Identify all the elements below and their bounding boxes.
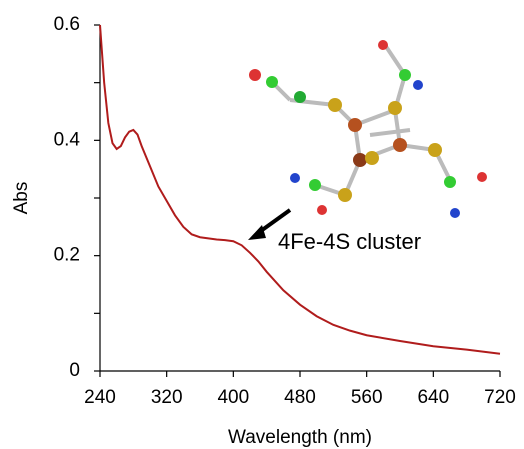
x-tick-label: 720: [484, 387, 516, 408]
x-tick-label: 560: [351, 387, 383, 408]
x-axis-label: Wavelength (nm): [228, 427, 372, 448]
x-tick-label: 480: [284, 387, 316, 408]
y-tick-label: 0: [69, 360, 80, 381]
y-axis-label: Abs: [11, 182, 32, 215]
x-tick-label: 240: [84, 387, 116, 408]
x-tick-label: 400: [217, 387, 249, 408]
x-tick-label: 640: [417, 387, 449, 408]
page: 4Fe-4S cluster Wavelength (nm) Abs 0 0.2 0…: [0, 0, 524, 449]
x-tick-label: 320: [151, 387, 183, 408]
chart: 4Fe-4S cluster Wavelength (nm) Abs 0 0.2 0…: [0, 0, 524, 449]
annotation: 4Fe-4S cluster: [278, 229, 421, 254]
y-tick-label: 0.2: [54, 245, 80, 266]
molecule-inset: [249, 40, 487, 218]
spectrum-line: [100, 25, 500, 354]
y-tick-label: 0.4: [54, 129, 81, 150]
y-tick-label: 0.6: [54, 14, 80, 35]
